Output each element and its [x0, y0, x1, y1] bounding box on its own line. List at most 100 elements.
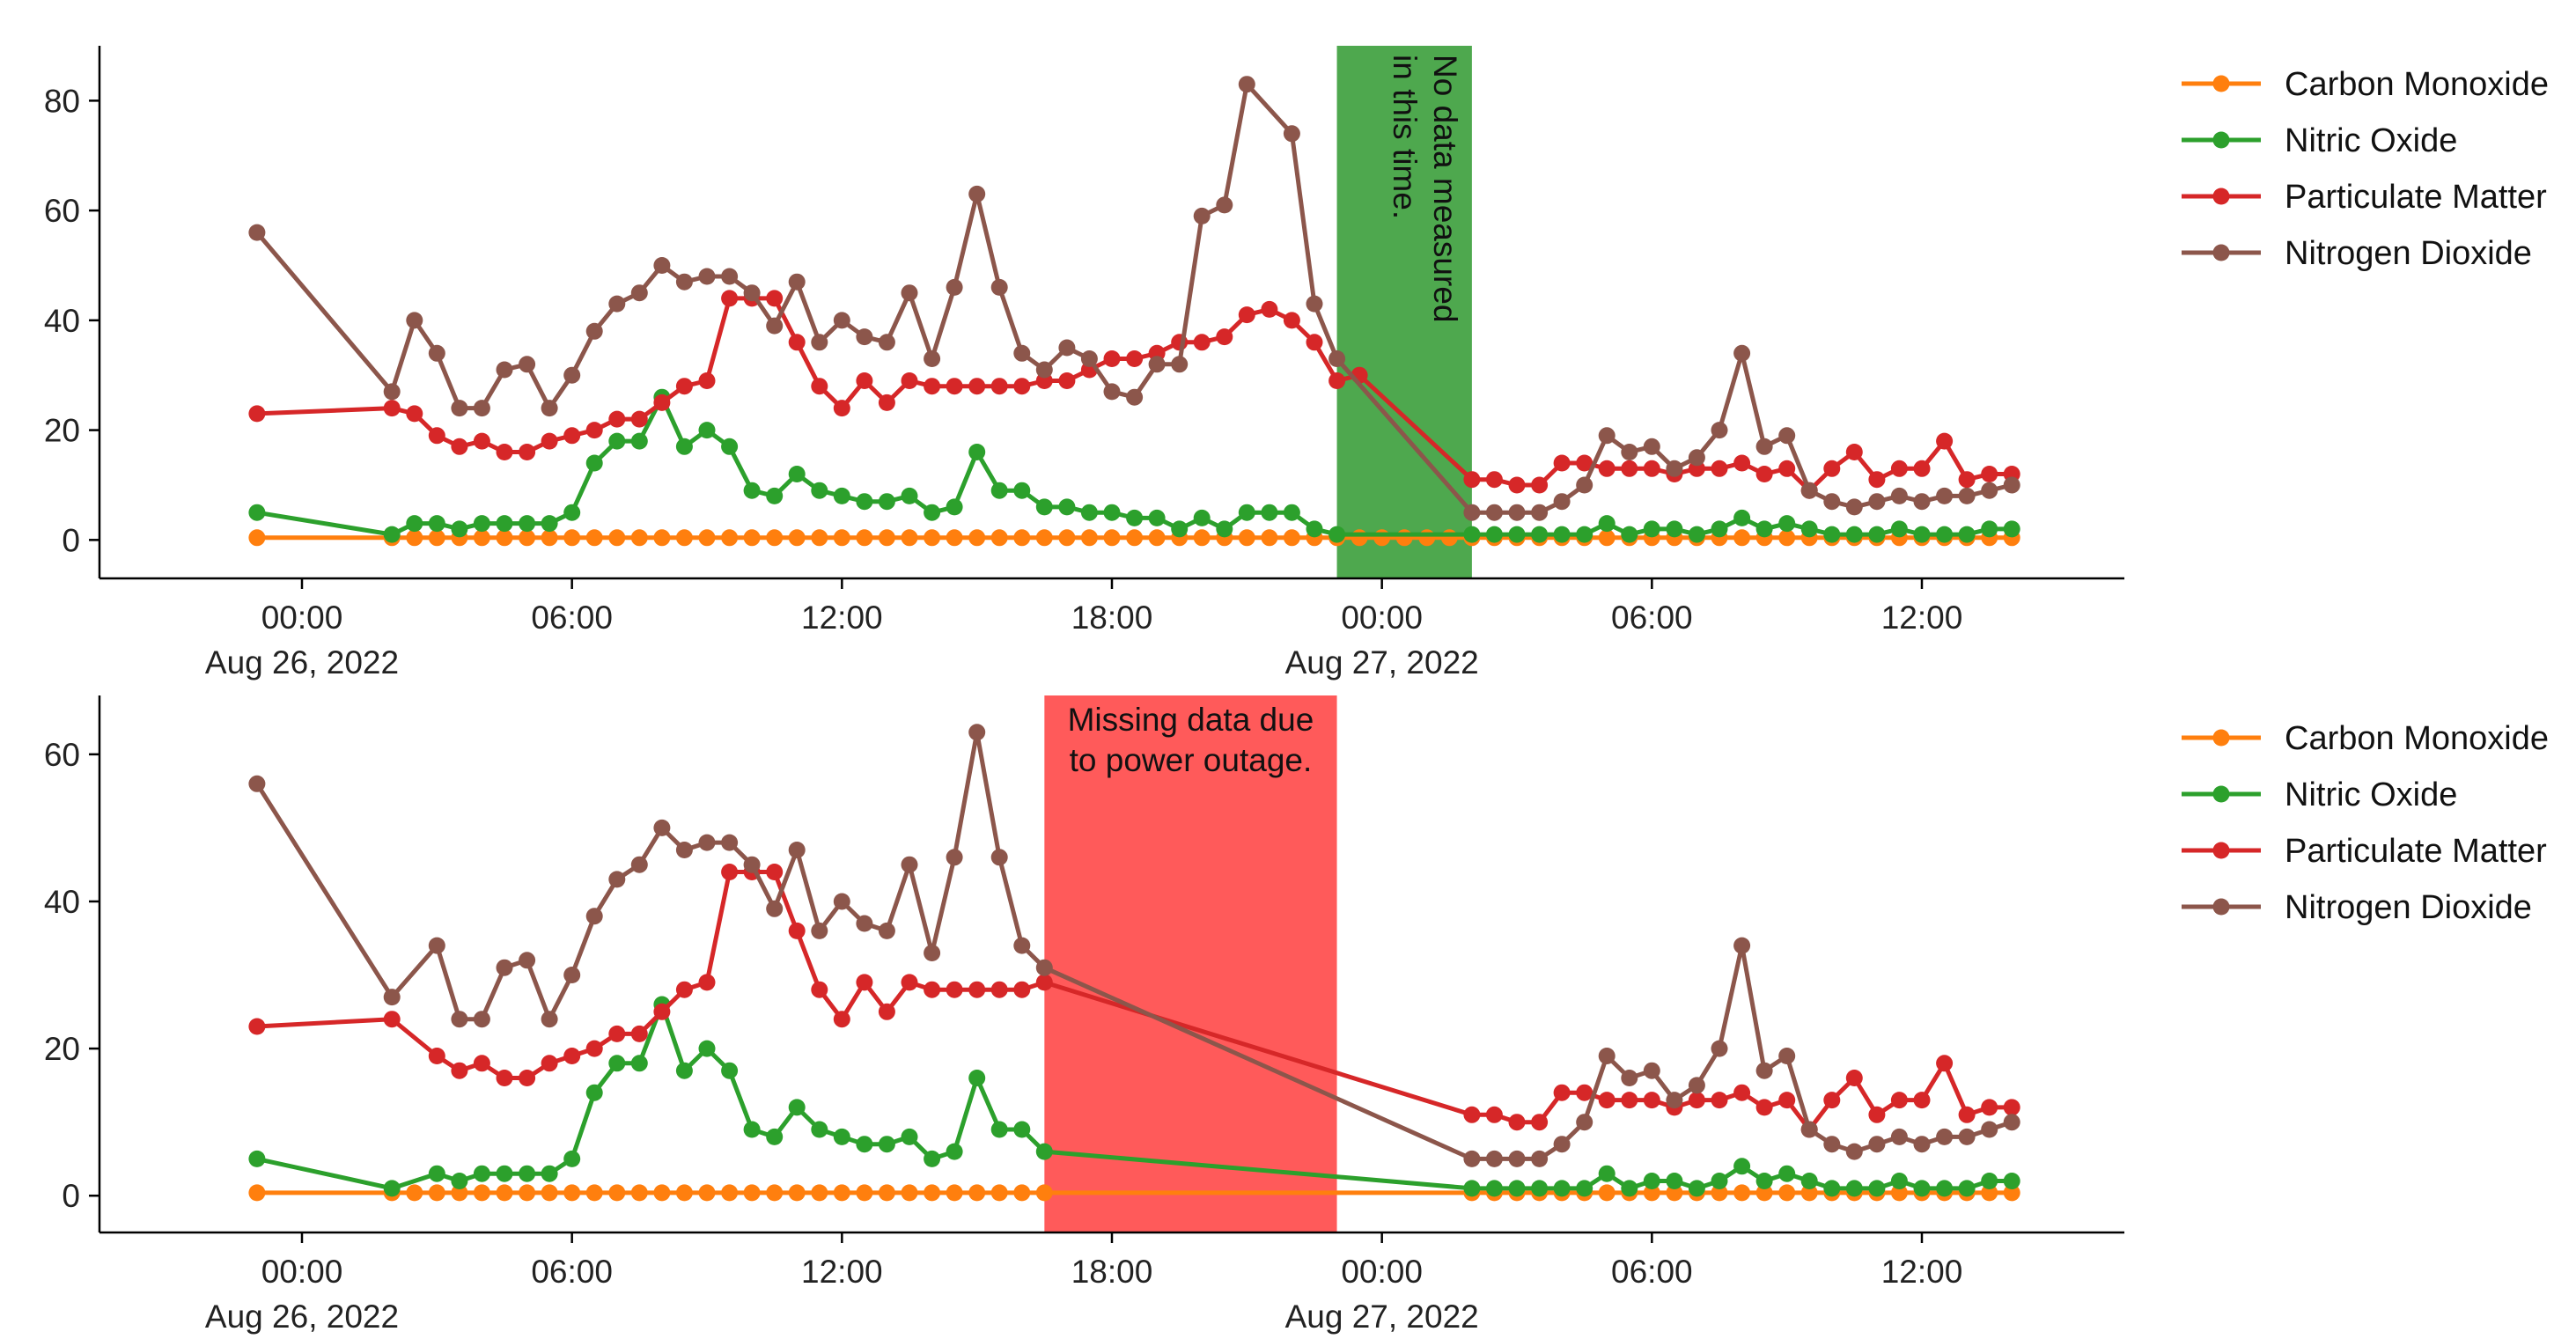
data-point[interactable]: [429, 427, 445, 444]
data-point[interactable]: [1081, 529, 1098, 546]
data-point[interactable]: [676, 274, 693, 291]
data-point[interactable]: [834, 529, 850, 546]
data-point[interactable]: [721, 529, 738, 546]
data-point[interactable]: [541, 1184, 558, 1201]
data-point[interactable]: [1914, 1092, 1931, 1108]
data-point[interactable]: [1733, 1085, 1750, 1101]
data-point[interactable]: [744, 1184, 761, 1201]
data-point[interactable]: [1013, 345, 1030, 362]
data-point[interactable]: [991, 982, 1008, 998]
data-point[interactable]: [721, 290, 738, 306]
data-point[interactable]: [541, 1166, 558, 1182]
data-point[interactable]: [541, 515, 558, 532]
data-point[interactable]: [879, 394, 895, 411]
data-point[interactable]: [1778, 1048, 1795, 1064]
data-point[interactable]: [1104, 504, 1121, 521]
data-point[interactable]: [1891, 460, 1908, 477]
data-point[interactable]: [519, 952, 535, 968]
data-point[interactable]: [902, 974, 918, 990]
data-point[interactable]: [834, 312, 850, 328]
data-point[interactable]: [2004, 477, 2020, 494]
data-point[interactable]: [834, 1129, 850, 1145]
data-point[interactable]: [1823, 460, 1840, 477]
data-point[interactable]: [497, 1166, 513, 1182]
data-point[interactable]: [1058, 372, 1075, 389]
data-point[interactable]: [586, 1041, 603, 1057]
data-point[interactable]: [1801, 1173, 1818, 1189]
data-point[interactable]: [856, 529, 872, 546]
data-point[interactable]: [1778, 460, 1795, 477]
data-point[interactable]: [1216, 196, 1233, 213]
data-point[interactable]: [1509, 477, 1526, 494]
data-point[interactable]: [946, 849, 963, 865]
data-point[interactable]: [1711, 1092, 1728, 1108]
data-point[interactable]: [497, 529, 513, 546]
data-point[interactable]: [1801, 1122, 1818, 1138]
data-point[interactable]: [653, 529, 670, 546]
data-point[interactable]: [856, 1136, 872, 1152]
data-point[interactable]: [563, 1184, 580, 1201]
data-point[interactable]: [248, 1019, 265, 1035]
data-point[interactable]: [451, 438, 467, 455]
data-point[interactable]: [563, 367, 580, 384]
data-point[interactable]: [1801, 482, 1818, 499]
data-point[interactable]: [924, 982, 940, 998]
data-point[interactable]: [541, 529, 558, 546]
data-point[interactable]: [497, 444, 513, 460]
data-point[interactable]: [991, 1122, 1008, 1138]
data-point[interactable]: [1216, 520, 1233, 537]
data-point[interactable]: [248, 529, 265, 546]
data-point[interactable]: [1733, 510, 1750, 526]
data-point[interactable]: [406, 312, 423, 328]
data-point[interactable]: [451, 400, 467, 416]
data-point[interactable]: [1823, 1136, 1840, 1152]
data-point[interactable]: [699, 529, 716, 546]
data-point[interactable]: [384, 383, 401, 400]
data-point[interactable]: [676, 842, 693, 858]
data-point[interactable]: [1194, 334, 1211, 350]
data-point[interactable]: [406, 515, 423, 532]
data-point[interactable]: [924, 1151, 940, 1167]
data-point[interactable]: [1599, 427, 1616, 444]
data-point[interactable]: [879, 1184, 895, 1201]
data-point[interactable]: [1576, 1180, 1593, 1196]
data-point[interactable]: [1711, 1041, 1728, 1057]
data-point[interactable]: [1239, 504, 1255, 521]
data-point[interactable]: [1733, 455, 1750, 472]
data-point[interactable]: [991, 849, 1008, 865]
data-point[interactable]: [1733, 529, 1750, 546]
data-point[interactable]: [1914, 526, 1931, 543]
data-point[interactable]: [1441, 529, 1458, 546]
data-point[interactable]: [653, 394, 670, 411]
data-point[interactable]: [631, 433, 648, 450]
data-point[interactable]: [721, 438, 738, 455]
data-point[interactable]: [541, 1055, 558, 1071]
data-point[interactable]: [676, 982, 693, 998]
data-point[interactable]: [384, 526, 401, 543]
data-point[interactable]: [1284, 125, 1300, 142]
data-point[interactable]: [1756, 1063, 1773, 1079]
data-point[interactable]: [653, 257, 670, 274]
data-point[interactable]: [1711, 422, 1728, 438]
data-point[interactable]: [676, 1063, 693, 1079]
data-point[interactable]: [1194, 529, 1211, 546]
data-point[interactable]: [1058, 529, 1075, 546]
data-point[interactable]: [1599, 1048, 1616, 1064]
legend-item-carbon-monoxide[interactable]: Carbon Monoxide: [2182, 66, 2549, 103]
data-point[interactable]: [1463, 1107, 1480, 1123]
data-point[interactable]: [721, 269, 738, 285]
data-point[interactable]: [653, 1004, 670, 1020]
data-point[interactable]: [766, 901, 783, 917]
data-point[interactable]: [856, 974, 872, 990]
data-point[interactable]: [721, 1184, 738, 1201]
data-point[interactable]: [1126, 350, 1143, 367]
data-point[interactable]: [1284, 312, 1300, 328]
data-point[interactable]: [1868, 1180, 1885, 1196]
data-point[interactable]: [248, 405, 265, 422]
data-point[interactable]: [563, 504, 580, 521]
data-point[interactable]: [968, 529, 985, 546]
data-point[interactable]: [1846, 1180, 1863, 1196]
data-point[interactable]: [497, 515, 513, 532]
legend-item-particulate-matter[interactable]: Particulate Matter: [2182, 179, 2547, 216]
data-point[interactable]: [1463, 471, 1480, 488]
